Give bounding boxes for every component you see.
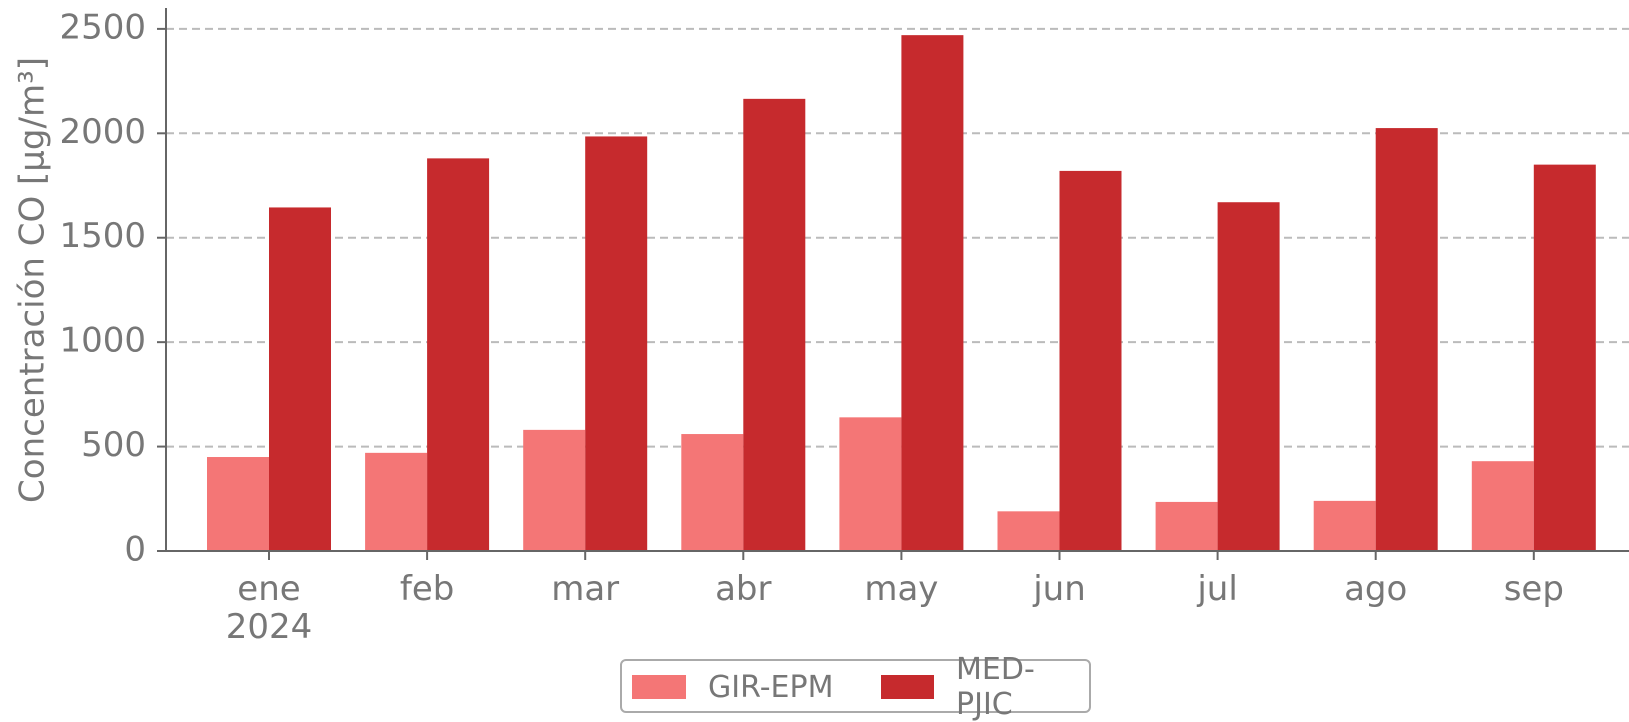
bar bbox=[1059, 170, 1122, 551]
bar bbox=[681, 434, 744, 551]
y-tick-label: 2000 bbox=[59, 112, 146, 152]
bar bbox=[269, 207, 331, 552]
legend-swatch bbox=[881, 675, 934, 699]
bar bbox=[427, 158, 490, 551]
bar bbox=[1533, 164, 1596, 551]
y-tick-label: 2500 bbox=[59, 7, 146, 47]
x-tick-label: jul bbox=[1197, 569, 1238, 609]
bar bbox=[585, 136, 648, 552]
bar bbox=[743, 98, 806, 551]
x-tick-label: sep bbox=[1503, 569, 1564, 609]
legend-label: MED-PJIC bbox=[956, 652, 1035, 722]
x-tick-label: may bbox=[864, 569, 939, 609]
x-tick-label: jun bbox=[1033, 569, 1086, 609]
x-tick-label: ago bbox=[1344, 569, 1408, 609]
bar bbox=[1155, 501, 1218, 551]
y-tick-label: 0 bbox=[124, 530, 146, 570]
x-tick-label: feb bbox=[399, 569, 455, 609]
y-axis-label: Concentración CO [μg/m³] bbox=[13, 57, 53, 503]
legend-swatch bbox=[632, 675, 686, 699]
x-tick-label: mar bbox=[551, 569, 620, 609]
bar bbox=[1313, 500, 1376, 551]
bar bbox=[1217, 202, 1280, 551]
legend-item: GIR-EPM bbox=[632, 669, 833, 705]
bar bbox=[207, 457, 269, 551]
bar bbox=[901, 35, 964, 551]
bar bbox=[365, 452, 428, 551]
y-tick-label: 500 bbox=[81, 425, 146, 465]
legend-item: MED-PJIC bbox=[881, 652, 1089, 722]
bar bbox=[1375, 128, 1438, 551]
y-tick-label: 1500 bbox=[59, 216, 146, 256]
x-tick-label: ene 2024 bbox=[225, 569, 313, 647]
x-tick-label: abr bbox=[715, 569, 772, 609]
bar bbox=[523, 429, 586, 551]
bar bbox=[997, 511, 1060, 551]
bar bbox=[839, 417, 902, 551]
legend: GIR-EPM MED-PJIC bbox=[620, 652, 1091, 722]
y-tick-label: 1000 bbox=[59, 321, 146, 361]
bar bbox=[1471, 461, 1534, 551]
legend-label: GIR-EPM bbox=[708, 669, 834, 705]
